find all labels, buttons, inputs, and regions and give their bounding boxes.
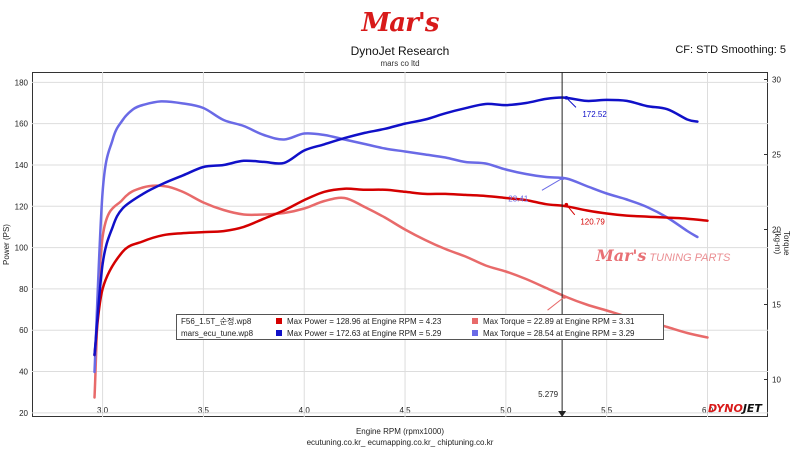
y-right-tick-label: 25 (772, 151, 781, 160)
legend-swatch (472, 318, 478, 324)
y-axis-right-label: Torque (kg-m) (773, 231, 791, 256)
plot-area[interactable]: 3.0 3.5 4.0 4.5 5.0 5.5 6.0 20 40 60 80 100 120 140 16… (15, 72, 781, 418)
y-left-tick-label: 20 (19, 409, 28, 418)
y-left-tick-label: 140 (15, 161, 29, 170)
legend-swatch (276, 318, 282, 324)
y-left-tick-label: 40 (19, 368, 28, 377)
x-tick-label: 3.0 (97, 406, 109, 415)
dynojet-logo-prefix: DYNO (708, 402, 743, 415)
plot-frame (32, 72, 768, 417)
stock-torque-line (93, 184, 709, 399)
watermark: Mar's TUNING PARTS (596, 246, 730, 265)
y-right-tick-label: 10 (772, 376, 781, 385)
y-left-tick-label: 60 (19, 326, 28, 335)
annotation-label: 120.79 (580, 218, 605, 227)
x-tick-label: 5.0 (500, 406, 512, 415)
stock-power-line (93, 187, 709, 357)
legend-torque: Max Torque = 28.54 at Engine RPM = 3.29 (483, 328, 635, 338)
watermark-logo: Mar's (596, 246, 647, 265)
y-left-tick-label: 160 (15, 120, 29, 129)
dynojet-logo-suffix: JET (742, 402, 762, 415)
x-tick-label: 6.0 (702, 406, 714, 415)
annotation-point (562, 295, 567, 299)
legend-file: mars_ecu_tune.wp8 (181, 328, 254, 338)
annotation-point (560, 176, 565, 181)
legend-file: F56_1.5T_순정.wp8 (181, 316, 252, 326)
legend-torque: Max Torque = 22.89 at Engine RPM = 3.31 (483, 316, 635, 326)
annotation-leader (566, 97, 577, 108)
tune-power-line (93, 96, 699, 357)
x-tick-label: 3.5 (198, 406, 210, 415)
y-left-tick-label: 120 (15, 202, 29, 211)
tune-torque-line (93, 100, 699, 374)
legend: F56_1.5T_순정.wp8 Max Power = 128.96 at En… (176, 314, 664, 340)
y-left-tick-label: 80 (19, 285, 28, 294)
legend-row-tune: mars_ecu_tune.wp8 Max Power = 172.63 at … (177, 327, 663, 339)
x-tick-label: 5.5 (601, 406, 613, 415)
correction-factor-label: CF: STD Smoothing: 5 (675, 44, 786, 56)
x-tick-label: 4.5 (399, 406, 411, 415)
annotation-label: 172.52 (582, 110, 607, 119)
watermark-text: TUNING PARTS (649, 252, 731, 264)
chart-title: DynoJet Research (350, 44, 450, 58)
brand-logo: Mar's (361, 8, 440, 38)
annotation-point (564, 202, 569, 207)
x-tick-label: 4.0 (299, 406, 311, 415)
legend-row-stock: F56_1.5T_순정.wp8 Max Power = 128.96 at En… (177, 315, 663, 327)
annotation-label: 23.41 (508, 194, 529, 203)
annotation-leader (565, 204, 576, 216)
legend-power: Max Power = 172.63 at Engine RPM = 5.29 (287, 328, 442, 338)
legend-swatch (472, 330, 478, 336)
dyno-chart: 3.0 3.5 4.0 4.5 5.0 5.5 6.0 20 40 60 80 100 120 140 16… (15, 72, 781, 418)
legend-power: Max Power = 128.96 at Engine RPM = 4.23 (287, 316, 442, 326)
y-right-tick-label: 20 (772, 226, 781, 235)
y-left-tick-label: 180 (15, 78, 29, 87)
dynojet-logo: DYNOJET (708, 402, 762, 415)
legend-swatch (276, 330, 282, 336)
annotation-point (564, 95, 569, 100)
x-axis-label: Engine RPM (rpmx1000) (355, 427, 445, 436)
rpm-marker-label: 5.279 (538, 390, 559, 399)
y-right-tick-label: 15 (772, 301, 781, 310)
y-right-tick-label: 30 (772, 76, 781, 85)
chart-subtitle: mars co ltd (380, 59, 420, 68)
y-axis-left-label: Power (PS) (1, 224, 11, 265)
annotation-leader (541, 177, 563, 191)
footer-text: ecutuning.co.kr_ ecumapping.co.kr_ chipt… (306, 438, 494, 447)
rpm-marker-arrow (558, 411, 567, 417)
y-left-tick-label: 100 (15, 244, 29, 253)
annotation-leader (547, 296, 565, 311)
